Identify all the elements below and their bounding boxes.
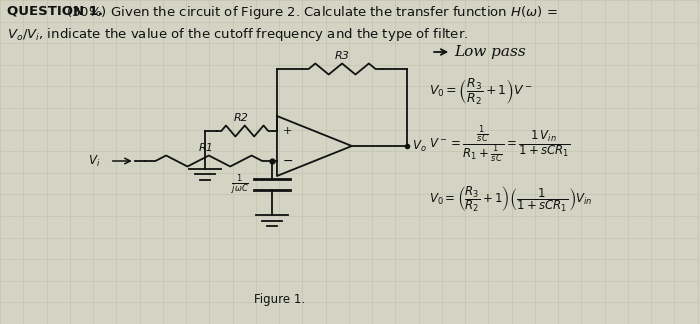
Text: R2: R2: [233, 113, 248, 123]
Text: (30%) Given the circuit of Figure 2. Calculate the transfer function $H(\omega)$: (30%) Given the circuit of Figure 2. Cal…: [62, 4, 558, 21]
Text: $V_i$: $V_i$: [88, 154, 100, 168]
Text: Figure 1.: Figure 1.: [254, 293, 305, 306]
Text: +: +: [283, 126, 293, 136]
Text: $V_o$: $V_o$: [412, 138, 427, 154]
Text: QUESTION 1.: QUESTION 1.: [7, 4, 103, 17]
Text: $\frac{1}{j\omega C}$: $\frac{1}{j\omega C}$: [231, 172, 249, 197]
Text: Low pass: Low pass: [454, 45, 526, 59]
Text: $V^-=\dfrac{\frac{1}{sC}}{R_1+\frac{1}{sC}}=\dfrac{1\,V_{in}}{1+sCR_1}$: $V^-=\dfrac{\frac{1}{sC}}{R_1+\frac{1}{s…: [429, 123, 570, 165]
Text: $V_0=\left(\dfrac{R_3}{R_2}+1\right)\left(\dfrac{1}{1+sCR_1}\right)V_{in}$: $V_0=\left(\dfrac{R_3}{R_2}+1\right)\lef…: [429, 184, 593, 214]
Text: $V_0=\left(\dfrac{R_3}{R_2}+1\right)V^-$: $V_0=\left(\dfrac{R_3}{R_2}+1\right)V^-$: [429, 77, 533, 107]
Text: −: −: [283, 155, 293, 168]
Text: $V_o/V_i$, indicate the value of the cutoff frequency and the type of filter.: $V_o/V_i$, indicate the value of the cut…: [7, 26, 468, 43]
Text: R1: R1: [198, 143, 214, 153]
Text: R3: R3: [335, 51, 349, 61]
